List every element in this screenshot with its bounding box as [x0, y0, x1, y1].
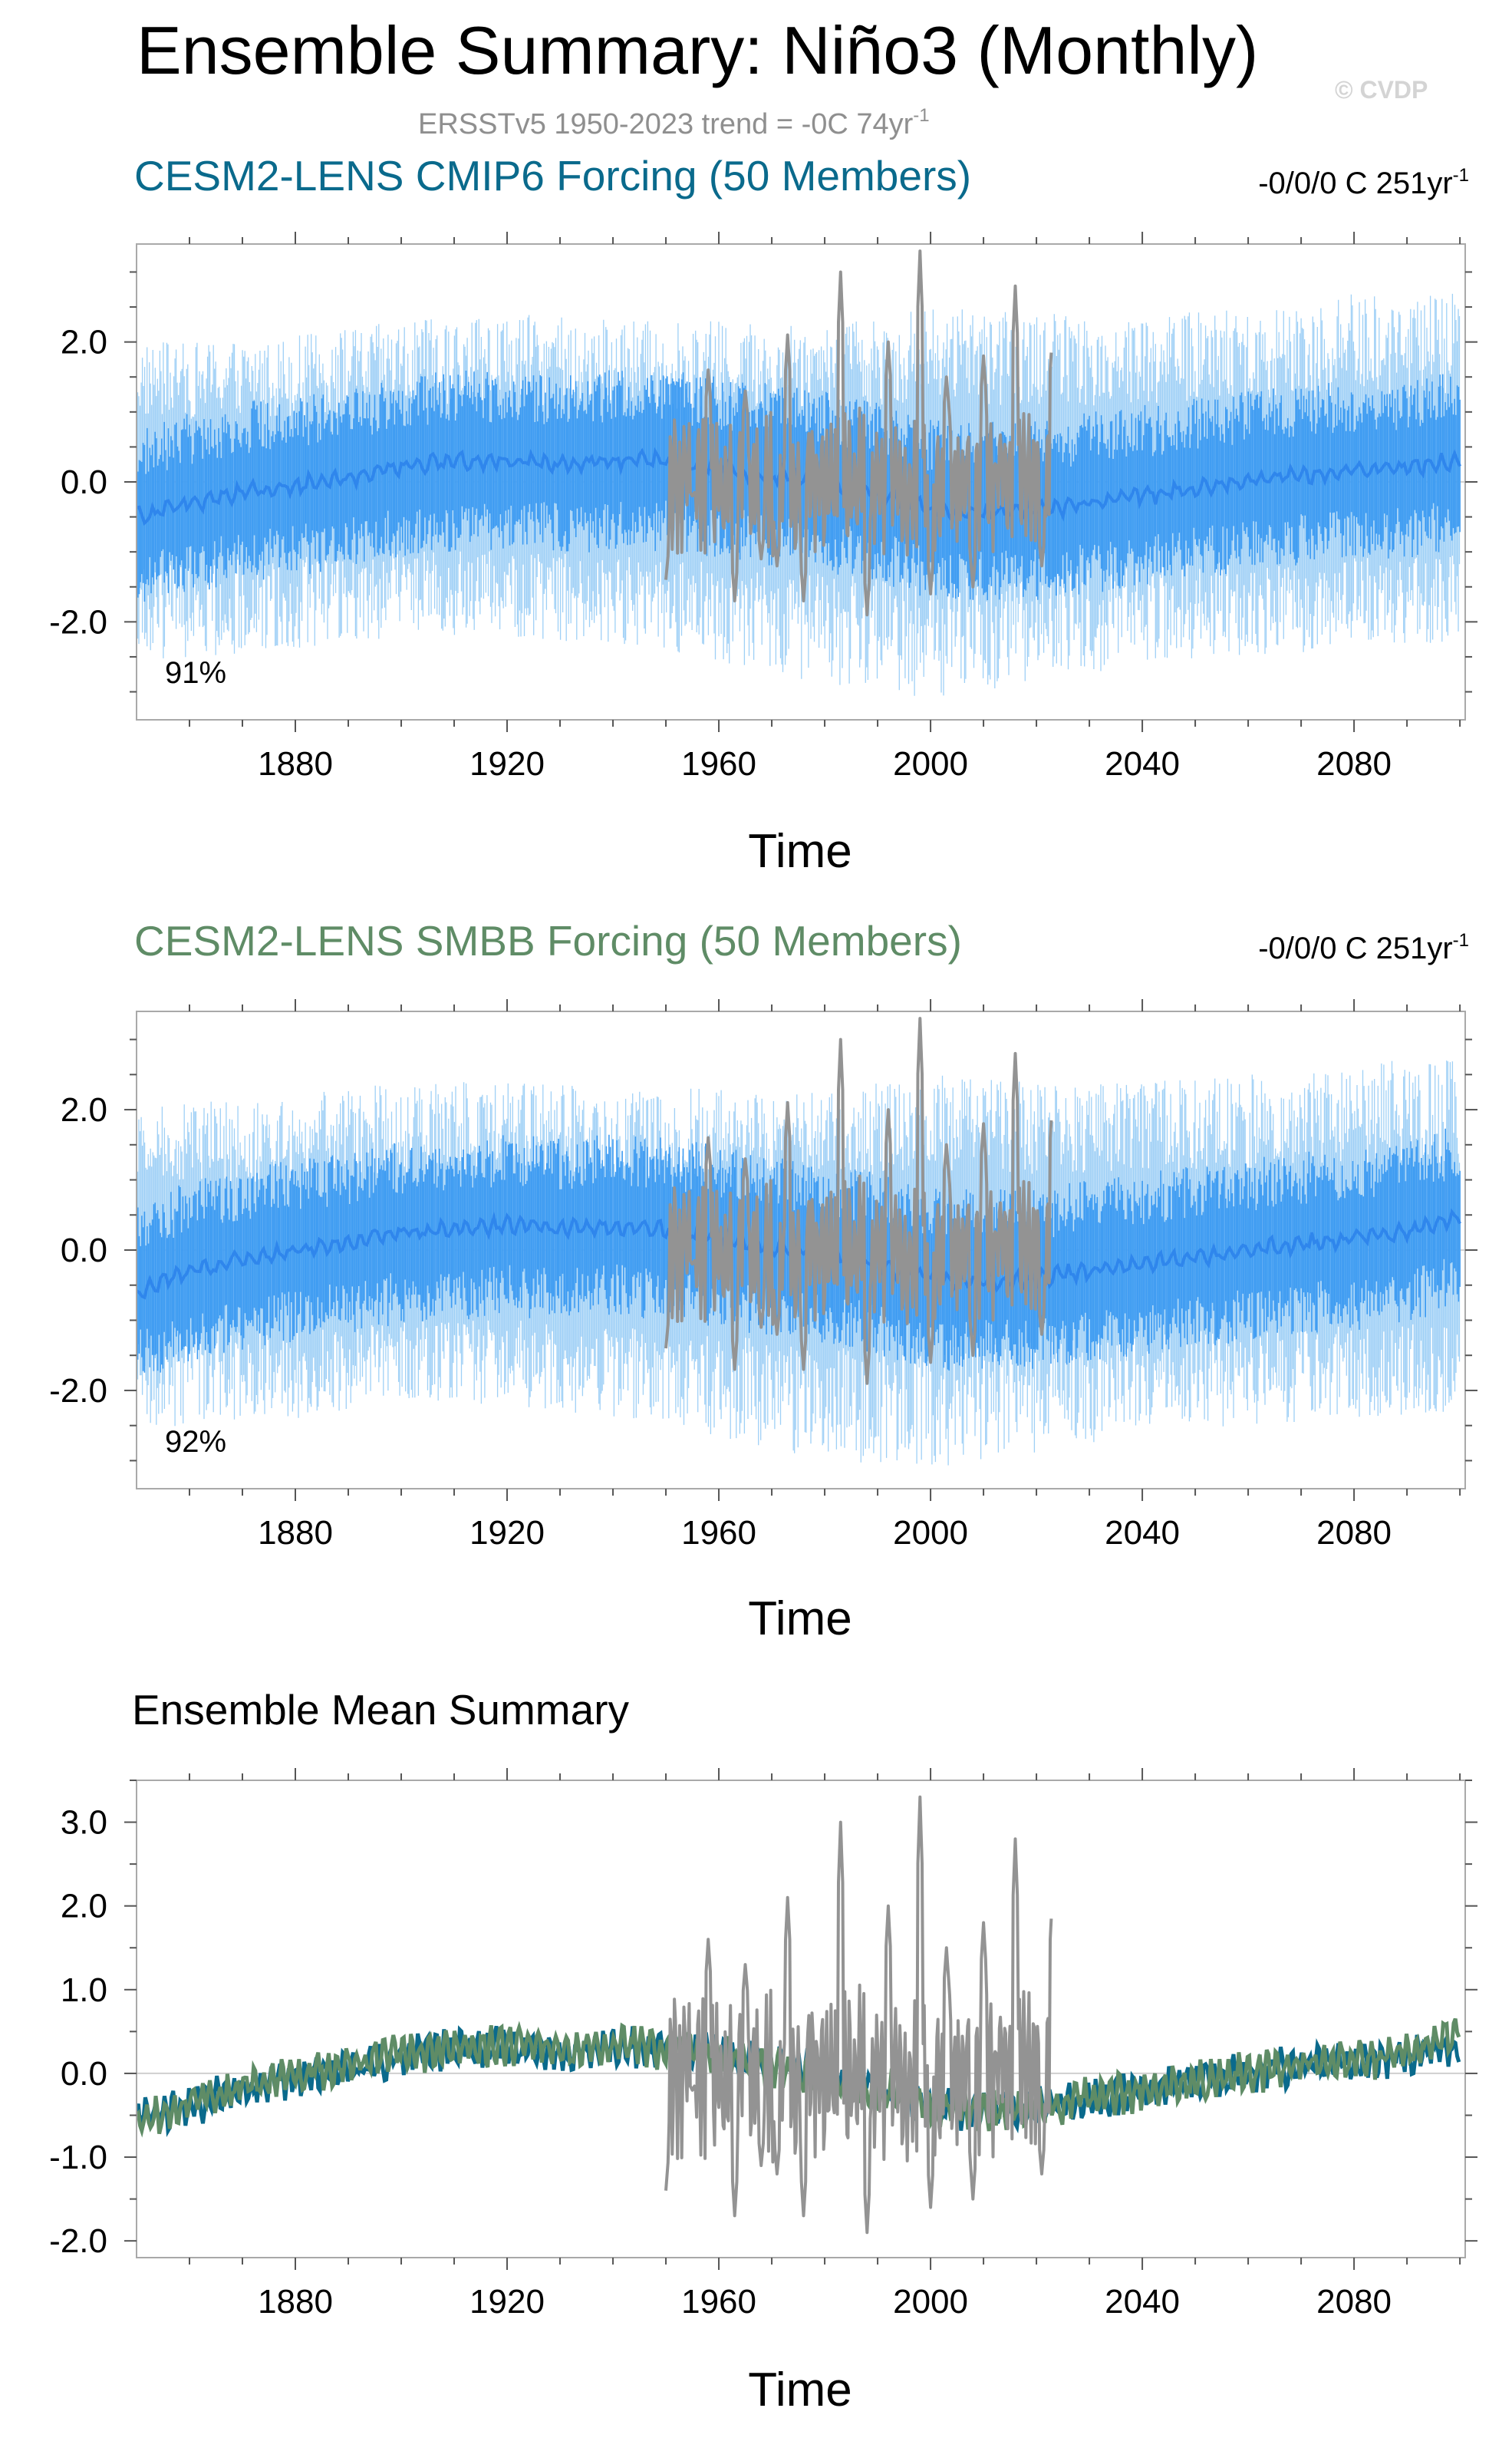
percent-label-cmip6: 91% [165, 656, 226, 690]
x-tick-label: 2040 [1105, 2283, 1180, 2321]
x-tick-label: 1880 [258, 745, 333, 783]
panel-title-ensemble-mean: Ensemble Mean Summary [132, 1686, 630, 1734]
x-tick-label: 2000 [893, 745, 968, 783]
percent-label-smbb: 92% [165, 1425, 226, 1459]
y-tick-label: 2.0 [61, 324, 107, 361]
plot-area-ensemble-mean: 1880 1920 1960 2000 2040 2080 -2.0 -1.0 0.0 1.0 2.… [49, 1768, 1477, 2321]
observations-line [664, 1017, 1053, 1385]
panel-smbb: CESM2-LENS SMBB Forcing (50 Members) -0/… [49, 917, 1477, 1645]
obs-trend-text: ERSSTv5 1950-2023 trend = -0C 74yr [418, 108, 914, 140]
y-tick-label: 0.0 [61, 463, 107, 501]
y-tick-label: -2.0 [49, 2222, 107, 2260]
panel-title-cmip6: CESM2-LENS CMIP6 Forcing (50 Members) [134, 152, 971, 200]
x-tick-label: 2080 [1316, 745, 1392, 783]
plot-content [137, 1017, 1465, 1466]
plot-area-smbb: 1880 1920 1960 2000 2040 2080 -2.0 0.0 2.0 [49, 999, 1477, 1552]
trend-exponent: -1 [1453, 165, 1469, 186]
trend-text: -0/0/0 C 251yr [1258, 167, 1452, 200]
x-tick-label: 1920 [469, 2283, 545, 2321]
x-tick-label: 1880 [258, 2283, 333, 2321]
panel-title-smbb: CESM2-LENS SMBB Forcing (50 Members) [134, 917, 962, 965]
panel-cmip6: CESM2-LENS CMIP6 Forcing (50 Members) -0… [49, 152, 1477, 878]
x-tick-label: 2000 [893, 2283, 968, 2321]
panel-trend-cmip6: -0/0/0 C 251yr-1 [1258, 165, 1469, 200]
x-axis-label-ensemble-mean: Time [748, 2364, 852, 2416]
plot-content [137, 1795, 1465, 2235]
x-tick-label: 2040 [1105, 1514, 1180, 1552]
y-tick-label: -2.0 [49, 1372, 107, 1410]
obs-trend-subtitle: ERSSTv5 1950-2023 trend = -0C 74yr-1 [418, 105, 930, 140]
x-tick-label: 2000 [893, 1514, 968, 1552]
y-tick-label: 0.0 [61, 1232, 107, 1269]
x-tick-label: 1960 [681, 745, 756, 783]
obs-trend-exponent: -1 [913, 105, 929, 126]
y-tick-label: 0.0 [61, 2055, 107, 2093]
x-tick-label: 1920 [469, 1514, 545, 1552]
y-tick-label: 1.0 [61, 1971, 107, 2009]
watermark: © CVDP [1335, 76, 1428, 104]
y-tick-label: 3.0 [61, 1804, 107, 1842]
panel-ensemble-mean: Ensemble Mean Summary 1880 1920 1960 2000 20… [49, 1686, 1477, 2416]
x-tick-label: 1920 [469, 745, 545, 783]
plot-frame [136, 1780, 1466, 2258]
x-tick-label: 1960 [681, 2283, 756, 2321]
y-tick-label: -1.0 [49, 2139, 107, 2176]
x-tick-label: 2080 [1316, 2283, 1392, 2321]
observations-line [664, 1795, 1053, 2235]
trend-text: -0/0/0 C 251yr [1258, 932, 1452, 965]
x-axis-label-smbb: Time [748, 1592, 852, 1645]
observations-line [664, 249, 1053, 617]
y-tick-label: -2.0 [49, 603, 107, 641]
x-tick-label: 2080 [1316, 1514, 1392, 1552]
panel-trend-smbb: -0/0/0 C 251yr-1 [1258, 930, 1469, 965]
x-tick-label: 1960 [681, 1514, 756, 1552]
y-tick-label: 2.0 [61, 1888, 107, 1925]
x-axis-label-cmip6: Time [748, 825, 852, 878]
y-tick-label: 2.0 [61, 1091, 107, 1129]
plot-content [137, 249, 1465, 696]
x-tick-label: 1880 [258, 1514, 333, 1552]
x-tick-label: 2040 [1105, 745, 1180, 783]
plot-area-cmip6: 1880 1920 1960 2000 2040 2080 -2.0 0.0 2.0 [49, 232, 1477, 783]
figure-title: Ensemble Summary: Niño3 (Monthly) [137, 12, 1258, 88]
trend-exponent: -1 [1453, 930, 1469, 951]
